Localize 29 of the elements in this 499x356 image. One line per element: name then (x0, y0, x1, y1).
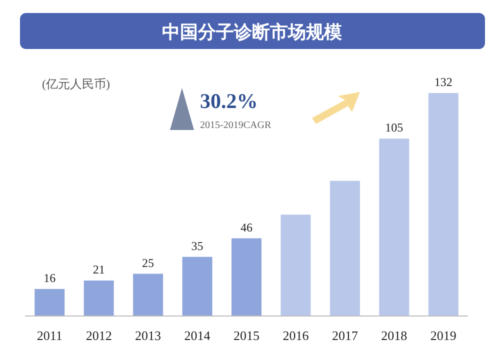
bar (84, 280, 114, 316)
chart-title: 中国分子诊断市场规模 (162, 22, 342, 42)
data-label: 46 (240, 220, 252, 234)
bar (330, 180, 360, 316)
annotation: 2015-2019CAGR (200, 120, 272, 131)
data-label: 132 (434, 75, 452, 89)
x-tick-label: 2013 (135, 328, 162, 343)
x-tick-label: 2019 (430, 328, 456, 343)
x-tick-label: 2011 (36, 328, 62, 343)
bar (182, 256, 212, 316)
data-label: 21 (92, 262, 105, 277)
data-label: 105 (385, 120, 404, 135)
data-label: 35 (191, 238, 204, 253)
x-tick-label: 2016 (282, 328, 310, 343)
x-tick-label: 2018 (381, 328, 408, 343)
bar (280, 214, 311, 316)
x-tick-label: 2017 (332, 328, 358, 343)
bar (428, 93, 458, 316)
bar (232, 238, 262, 316)
x-tick-label: 2012 (86, 328, 112, 343)
data-label: 16 (44, 270, 56, 285)
data-label: 25 (142, 256, 154, 270)
annotation: 30.2% (200, 89, 258, 113)
x-tick-label: 2015 (234, 328, 260, 343)
x-tick-label: 2014 (184, 328, 211, 343)
bar (133, 274, 164, 316)
bar (34, 288, 65, 316)
bar (379, 138, 410, 316)
y-axis-title: (亿元人民币) (42, 77, 110, 91)
